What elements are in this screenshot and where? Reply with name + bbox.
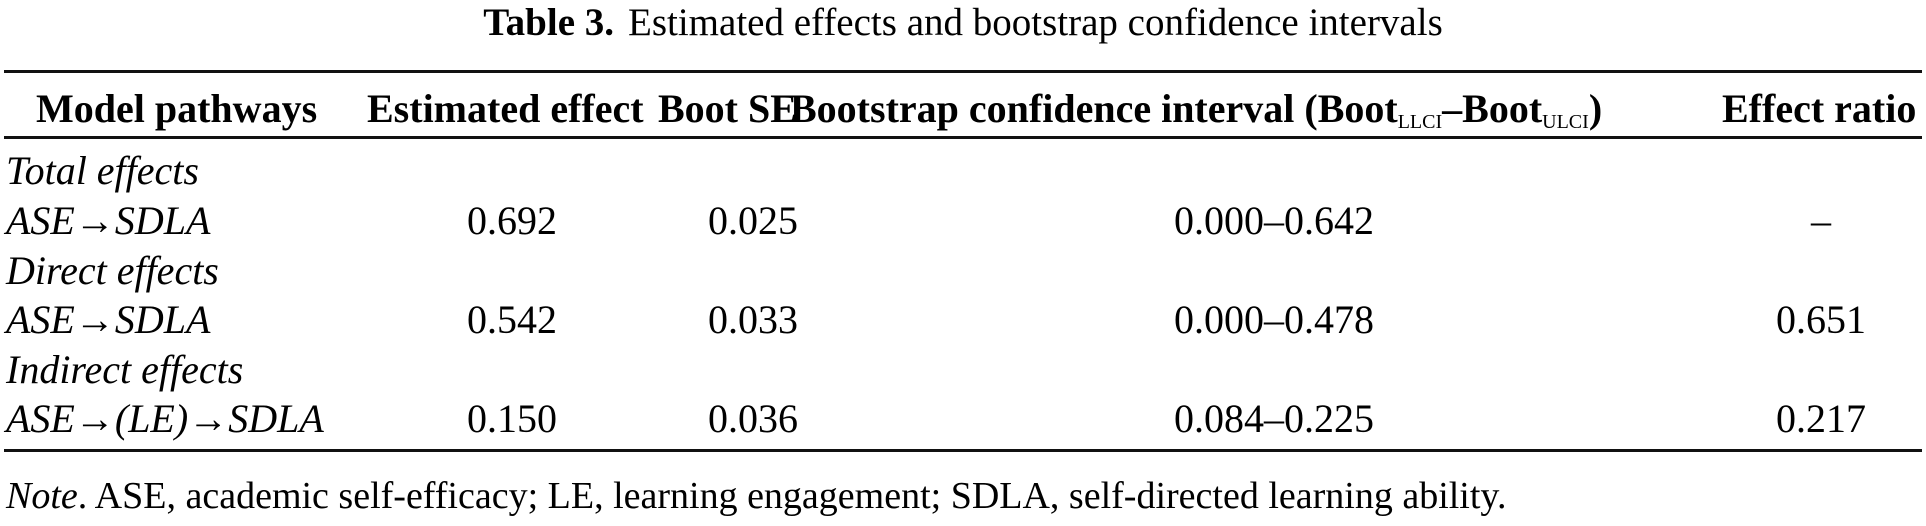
cell-effect-ratio: 0.217 (1776, 396, 1866, 441)
cell-pathway: ASE→SDLA (6, 297, 211, 342)
ci-header-dash: –Boot (1442, 86, 1543, 131)
cell-effect-ratio: 0.651 (1776, 297, 1866, 342)
top-rule (4, 70, 1922, 73)
cell-bootstrap-ci: 0.084–0.225 (1174, 396, 1374, 441)
bottom-rule (4, 449, 1922, 452)
note-text: . ASE, academic self-efficacy; LE, learn… (77, 475, 1507, 517)
cell-estimated-effect: 0.692 (467, 198, 557, 243)
ci-header-sub-upper: ULCI (1542, 111, 1589, 133)
cell-pathway: ASE→(LE)→SDLA (6, 396, 324, 441)
cell-bootstrap-ci: 0.000–0.478 (1174, 297, 1374, 342)
header-boot-se: Boot SE (658, 86, 797, 131)
table-title: Estimated effects and bootstrap confiden… (628, 1, 1443, 44)
header-rule (4, 136, 1922, 139)
note-label: Note (6, 475, 78, 517)
cell-estimated-effect: 0.150 (467, 396, 557, 441)
cell-boot-se: 0.025 (708, 198, 798, 243)
cell-boot-se: 0.036 (708, 396, 798, 441)
cell-effect-ratio: – (1811, 198, 1831, 243)
header-model-pathways: Model pathways (36, 86, 318, 131)
table-number: Table 3. (483, 1, 615, 44)
header-effect-ratio: Effect ratio (1722, 86, 1917, 131)
section-title: Indirect effects (6, 347, 244, 392)
cell-estimated-effect: 0.542 (467, 297, 557, 342)
section-title: Direct effects (6, 248, 219, 293)
header-estimated-effect: Estimated effect (367, 86, 644, 131)
table-note: Note. ASE, academic self-efficacy; LE, l… (6, 477, 1506, 515)
cell-boot-se: 0.033 (708, 297, 798, 342)
ci-header-suffix: ) (1588, 86, 1603, 131)
table-caption: Table 3. Estimated effects and bootstrap … (0, 3, 1926, 42)
header-bootstrap-ci: Bootstrap confidence interval (BootLLCI–… (790, 86, 1603, 133)
ci-header-sub-lower: LLCI (1397, 111, 1443, 133)
section-title: Total effects (6, 148, 199, 193)
ci-header-prefix: Bootstrap confidence interval (Boot (790, 86, 1398, 131)
cell-pathway: ASE→SDLA (6, 198, 211, 243)
cell-bootstrap-ci: 0.000–0.642 (1174, 198, 1374, 243)
